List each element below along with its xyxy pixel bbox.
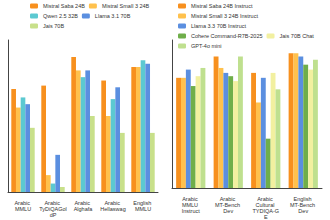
- svg-text:Arabic: Arabic: [44, 200, 62, 206]
- svg-text:Qwen 2.5 32B: Qwen 2.5 32B: [43, 13, 78, 19]
- svg-text:MMLU: MMLU: [135, 206, 151, 212]
- svg-text:Dev: Dev: [298, 208, 308, 214]
- svg-text:TYDIQA-G: TYDIQA-G: [252, 208, 279, 214]
- svg-text:Arabic: Arabic: [257, 196, 275, 202]
- svg-text:E: E: [264, 214, 268, 220]
- svg-text:Dev: Dev: [223, 208, 233, 214]
- svg-text:Arabic: Arabic: [14, 200, 32, 206]
- svg-text:dP: dP: [50, 212, 57, 218]
- svg-text:Arabic: Arabic: [104, 200, 122, 206]
- svg-text:Mistral Saba 24B Instruct: Mistral Saba 24B Instruct: [191, 3, 253, 9]
- svg-text:GPT-4o mini: GPT-4o mini: [191, 43, 222, 49]
- svg-text:Mistral Small 3 24B Instruct: Mistral Small 3 24B Instruct: [191, 13, 258, 19]
- svg-text:MMLU: MMLU: [15, 206, 31, 212]
- svg-text:MMLU: MMLU: [181, 202, 200, 208]
- svg-text:Arabic: Arabic: [219, 196, 237, 202]
- svg-text:Hellaswag: Hellaswag: [100, 206, 125, 212]
- svg-text:Mistral Saba 24B: Mistral Saba 24B: [43, 3, 85, 9]
- svg-text:MT-Bench: MT-Bench: [290, 202, 317, 208]
- svg-text:Llama 3.1 70B: Llama 3.1 70B: [95, 13, 131, 19]
- svg-text:Jais 70B: Jais 70B: [43, 23, 64, 29]
- svg-text:Jais 70B Chat: Jais 70B Chat: [280, 33, 315, 39]
- svg-text:English: English: [133, 200, 153, 206]
- svg-text:MT-Bench: MT-Bench: [215, 202, 242, 208]
- svg-text:English: English: [293, 196, 313, 202]
- svg-text:Mistral Small 3 24B: Mistral Small 3 24B: [102, 3, 150, 9]
- svg-text:Llama 3.3 70B Instruct: Llama 3.3 70B Instruct: [191, 23, 247, 29]
- svg-text:Cultural: Cultural: [255, 202, 276, 208]
- svg-text:Cohere Command-R7B-2025: Cohere Command-R7B-2025: [191, 33, 263, 39]
- svg-text:Arabic: Arabic: [74, 200, 92, 206]
- svg-text:Alghafa: Alghafa: [74, 206, 94, 212]
- svg-text:TyDiQAGol: TyDiQAGol: [39, 206, 67, 212]
- svg-text:Arabic: Arabic: [182, 196, 200, 202]
- svg-text:Instruct: Instruct: [182, 208, 201, 214]
